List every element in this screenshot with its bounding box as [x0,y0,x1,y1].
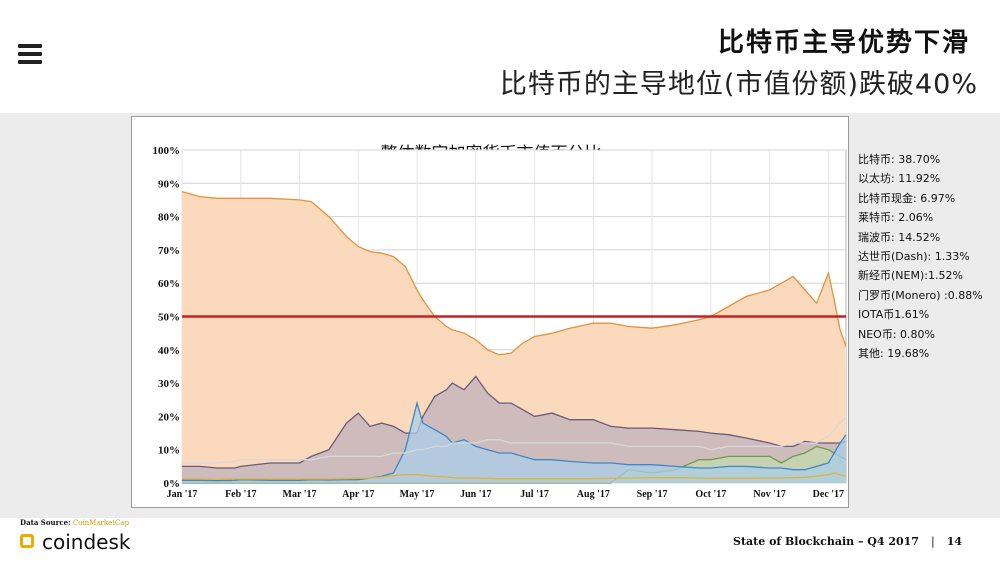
legend-item: 比特币现金: 6.97% [858,191,956,205]
x-tick-label: Aug '17 [577,489,610,500]
data-source-link[interactable]: CoinMarketCap [72,519,130,527]
legend-item: 其他: 19.68% [858,347,930,361]
legend-item: 以太坊: 11.92% [858,172,941,186]
legend-item: 新经币(NEM):1.52% [858,269,963,283]
page-subtitle: 比特币的主导地位(市值份额)跌破40% [499,69,978,100]
series-line [182,400,847,482]
series-line [182,416,847,464]
y-tick-label: 0% [164,478,181,490]
series-line [181,190,847,356]
legend: 比特币: 38.70% 以太坊: 11.92% 比特币现金: 6.97% 莱特币: 2… [858,150,983,363]
y-tick-label: 40% [158,345,180,357]
legend-item: 比特币: 38.70% [858,153,941,166]
y-tick-label: 50% [158,312,180,324]
x-tick-label: Jun '17 [460,489,491,500]
footer-bar [0,518,1000,563]
y-tick-label: 20% [158,411,180,423]
y-tick-label: 60% [158,278,180,290]
logo-text: coindesk [42,530,131,554]
x-tick-label: May '17 [400,489,435,500]
x-tick-label: Oct '17 [695,489,726,500]
page-title: 比特币主导优势下滑 [717,28,970,58]
y-tick-label: 100% [153,145,181,157]
y-tick-label: 90% [158,178,180,190]
area-chart: 0% 10% 20% 30% 40% 50% 60% 70% 80% 90% 100% Jan '17… [153,145,847,500]
y-tick-label: 80% [158,212,180,224]
legend-item: 瑞波币: 14.52% [858,230,941,244]
x-tick-label: Nov '17 [753,489,786,500]
data-source: Data Source: CoinMarketCap [20,518,129,527]
y-tick-label: 30% [158,378,180,390]
x-tick-label: Apr '17 [342,489,374,500]
chart-panel: 整体数字加密货币市值百分比 0%10%20%30%40%50%60%70%80%… [131,116,849,508]
y-tick-label: 70% [158,245,180,257]
legend-item: 莱特币: 2.06% [858,211,934,225]
series-area [182,403,846,483]
data-source-label: Data Source: [20,518,71,527]
x-tick-label: Jul '17 [520,489,549,500]
menu-icon[interactable] [18,44,42,64]
page-info: State of Blockchain – Q4 2017 | 14 [733,535,962,548]
legend-item: NEO币: 0.80% [858,327,935,341]
x-tick-label: Jan '17 [167,489,198,500]
coindesk-logo-icon [20,534,34,548]
legend-item: 达世币(Dash): 1.33% [858,250,970,264]
x-tick-label: Feb '17 [225,489,256,500]
legend-item: 门罗币(Monero) :0.88% [858,288,983,302]
x-tick-label: Dec '17 [813,489,844,500]
page-number: 14 [946,535,962,548]
x-tick-label: Mar '17 [283,489,317,500]
header-bar [0,0,1000,113]
series-area [182,191,846,483]
legend-item: IOTA币1.61% [858,308,930,322]
report-name: State of Blockchain – Q4 2017 [733,535,919,548]
y-tick-label: 10% [158,445,180,457]
series-line [182,375,847,469]
series-line [182,472,847,480]
x-tick-label: Sep '17 [637,489,668,500]
